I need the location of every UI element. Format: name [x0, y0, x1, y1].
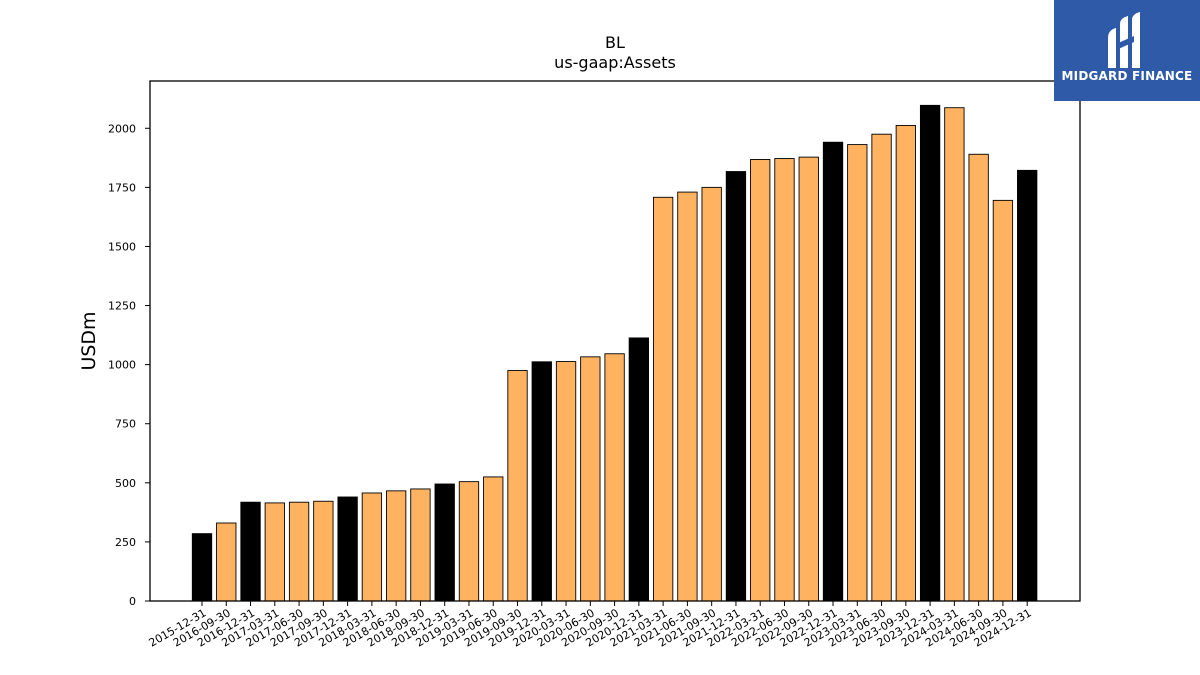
y-tick-label: 1500	[108, 240, 136, 253]
bar-2024-12-31	[1017, 169, 1038, 602]
chart-subtitle: us-gaap:Assets	[554, 53, 676, 72]
bar-2018-12-31	[434, 483, 455, 602]
bar-2024-09-30	[992, 199, 1014, 602]
bar-2016-09-30	[216, 522, 237, 602]
y-tick-label: 1750	[108, 181, 136, 194]
y-tick-label: 2000	[108, 122, 136, 135]
bar-2015-12-31	[191, 533, 213, 602]
y-tick-label: 1000	[108, 359, 136, 372]
brand-mark-icon	[1108, 12, 1140, 68]
bar-2019-09-30	[507, 370, 528, 602]
bar-2022-06-30	[774, 158, 795, 602]
bar-2022-03-31	[750, 159, 771, 602]
bar-2018-03-31	[361, 492, 383, 602]
y-tick-label: 500	[115, 477, 136, 490]
brand-logo-text: MIDGARD FINANCE	[1061, 69, 1193, 83]
bar-2019-06-30	[483, 476, 504, 602]
y-axis: 0 250 500 750 1000 1250 1500 1750 2000	[108, 122, 150, 608]
brand-logo: MIDGARD FINANCE	[1054, 0, 1200, 101]
bar-2022-09-30	[798, 156, 819, 602]
chart-title: BL	[605, 33, 625, 52]
y-tick-label: 750	[115, 418, 136, 431]
bar-2018-09-30	[410, 488, 431, 602]
bar-2017-12-31	[337, 496, 358, 602]
bar-2017-06-30	[288, 501, 310, 602]
bar-2016-12-31	[240, 501, 261, 602]
bar-2021-09-30	[701, 186, 722, 602]
bars-group	[191, 104, 1038, 602]
bar-2021-12-31	[725, 171, 747, 602]
bar-2023-12-31	[919, 104, 941, 602]
bar-2024-03-31	[944, 107, 965, 602]
y-tick-label: 250	[115, 536, 136, 549]
bar-2020-09-30	[604, 353, 625, 602]
plot-frame	[149, 80, 1081, 602]
bar-2022-12-31	[822, 141, 844, 602]
bar-2021-03-31	[652, 196, 674, 602]
bar-2023-06-30	[871, 133, 892, 602]
bar-2018-06-30	[386, 490, 407, 602]
bar-2020-12-31	[628, 337, 650, 602]
bar-2019-03-31	[458, 481, 480, 602]
bar-2017-03-31	[264, 502, 285, 602]
bar-2017-09-30	[313, 500, 334, 602]
bar-2023-09-30	[895, 124, 916, 602]
bar-2021-06-30	[677, 191, 698, 602]
x-axis: 2015-12-312016-09-302016-12-312017-03-31…	[147, 601, 1034, 650]
bar-2023-03-31	[847, 144, 868, 602]
bar-2019-12-31	[531, 361, 552, 602]
bar-2020-03-31	[555, 361, 577, 602]
bar-2024-06-30	[968, 153, 989, 602]
y-tick-label: 1250	[108, 300, 136, 313]
y-tick-label: 0	[129, 595, 136, 608]
y-axis-label: USDm	[78, 311, 100, 370]
bar-2020-06-30	[580, 356, 601, 602]
